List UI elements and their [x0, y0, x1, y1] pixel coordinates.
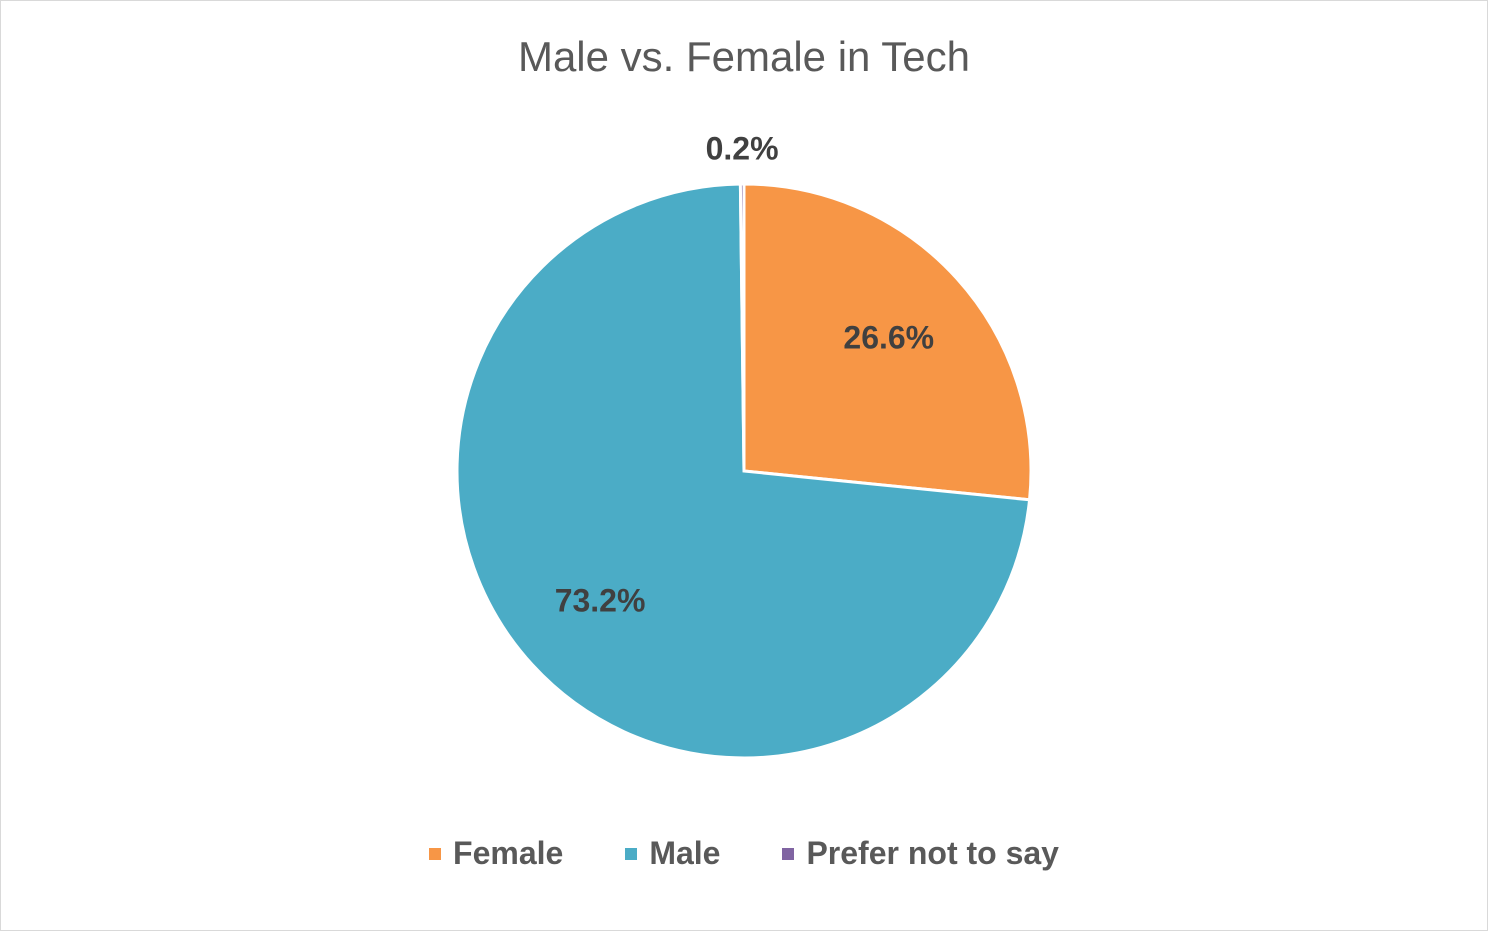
data-label-prefer-not-to-say: 0.2% — [706, 130, 779, 166]
data-label-female: 26.6% — [843, 320, 934, 356]
pie-slice-female — [742, 182, 1033, 502]
legend-item-female: Female — [429, 835, 563, 872]
legend-item-male: Male — [625, 835, 720, 872]
legend-label-prefer-not-to-say: Prefer not to say — [806, 835, 1059, 871]
chart-title: Male vs. Female in Tech — [517, 33, 971, 80]
data-label-male: 73.2% — [555, 582, 646, 618]
legend-label-female: Female — [453, 835, 564, 871]
legend-swatch-female — [429, 847, 442, 860]
legend-item-prefer-not-to-say: Prefer not to say — [782, 835, 1059, 872]
legend-swatch-male — [625, 847, 638, 860]
legend: Female Male Prefer not to say — [1, 835, 1487, 872]
legend-label-male: Male — [649, 835, 721, 871]
legend-swatch-prefer-not-to-say — [782, 847, 795, 860]
pie-slice-prefer-not-to-say — [738, 182, 746, 472]
